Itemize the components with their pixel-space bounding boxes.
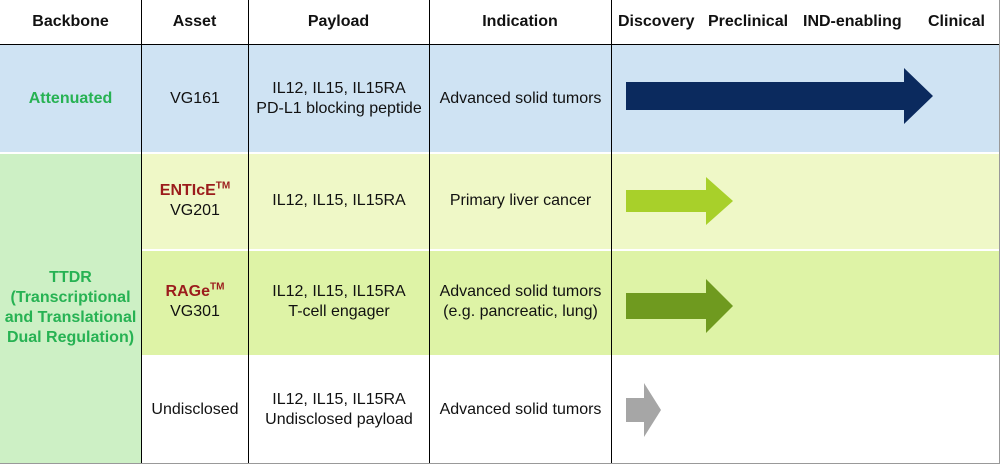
ttdr-line: and Translational (4, 309, 137, 326)
ttdr-line: (Transcriptional (10, 289, 131, 306)
payload-line: IL12, IL15, IL15RA (272, 390, 406, 408)
payload-line: IL12, IL15, IL15RA (272, 283, 406, 300)
header-backbone: Backbone (32, 13, 109, 30)
ttdr-line: TTDR (49, 269, 92, 286)
column-divider (141, 0, 142, 464)
row-divider (141, 355, 1000, 357)
indication-vg301: Advanced solid tumors (e.g. pancreatic, … (430, 249, 611, 355)
indication-line: Primary liver cancer (449, 191, 592, 209)
brand-name: RAGe (165, 283, 210, 300)
asset-undisclosed: Undisclosed (142, 355, 248, 464)
arrow-shape (626, 279, 733, 333)
asset-name: VG301 (170, 303, 220, 320)
indication-line: Advanced solid tumors (439, 400, 602, 418)
header-payload: Payload (307, 13, 370, 30)
indication-undisclosed: Advanced solid tumors (430, 355, 611, 464)
arrow-shape (626, 177, 733, 225)
ttdr-line: Dual Regulation) (6, 329, 135, 346)
brand-entice: ENTIcETM (160, 181, 230, 201)
backbone-attenuated: Attenuated (0, 45, 141, 152)
backbone-label: Attenuated (28, 89, 113, 107)
payload-undisclosed: IL12, IL15, IL15RA Undisclosed payload (249, 355, 429, 464)
asset-name: Undisclosed (151, 400, 239, 418)
indication-vg161: Advanced solid tumors (430, 45, 611, 152)
header-indication: Indication (482, 13, 558, 30)
brand-rage: RAGeTM (166, 282, 225, 302)
column-divider (611, 0, 612, 464)
header-stage-clinical: Clinical (928, 13, 985, 30)
header-stage-preclinical: Preclinical (708, 13, 789, 30)
header-asset: Asset (172, 13, 217, 30)
payload-line: IL12, IL15, IL15RA (272, 79, 406, 97)
payload-vg161: IL12, IL15, IL15RA PD-L1 blocking peptid… (249, 45, 429, 152)
asset-name: VG161 (170, 89, 220, 107)
payload-line: IL12, IL15, IL15RA (272, 191, 406, 209)
row-entice-bg (0, 152, 1000, 249)
asset-name: VG201 (170, 201, 220, 219)
payload-vg301: IL12, IL15, IL15RA T-cell engager (249, 249, 429, 355)
trademark-mark: TM (210, 281, 225, 293)
indication-line: Advanced solid tumors (439, 89, 602, 107)
header-stage-ind-enabling: IND-enabling (803, 13, 902, 30)
header-stage-discovery: Discovery (618, 13, 695, 30)
indication-line: (e.g. pancreatic, lung) (443, 303, 598, 320)
row-rage-bg (0, 249, 1000, 355)
trademark-mark: TM (215, 180, 231, 192)
asset-vg301: RAGeTM VG301 (142, 249, 248, 355)
ttdr-cell-bg (0, 152, 141, 464)
column-divider (248, 0, 249, 464)
arrow-shape (626, 383, 661, 437)
arrow-shape (626, 68, 933, 124)
row-divider (141, 249, 1000, 251)
progress-arrow-vg201 (626, 177, 733, 225)
asset-vg201: ENTIcETM VG201 (142, 152, 248, 249)
asset-vg161: VG161 (142, 45, 248, 152)
payload-line: Undisclosed payload (265, 410, 413, 428)
column-divider (429, 0, 430, 464)
progress-arrow-undisclosed (626, 383, 661, 437)
payload-vg201: IL12, IL15, IL15RA (249, 152, 429, 249)
payload-line: T-cell engager (288, 303, 390, 320)
row-undisclosed-bg (0, 355, 1000, 464)
indication-line: Advanced solid tumors (439, 283, 602, 300)
payload-line: PD-L1 blocking peptide (256, 99, 422, 117)
progress-arrow-vg161 (626, 68, 933, 124)
brand-name: ENTIcE (159, 181, 216, 199)
header-divider (0, 44, 1000, 45)
progress-arrow-vg301 (626, 279, 733, 333)
row-divider (0, 152, 1000, 154)
indication-vg201: Primary liver cancer (430, 152, 611, 249)
backbone-ttdr: TTDR (Transcriptional and Translational … (0, 152, 141, 464)
